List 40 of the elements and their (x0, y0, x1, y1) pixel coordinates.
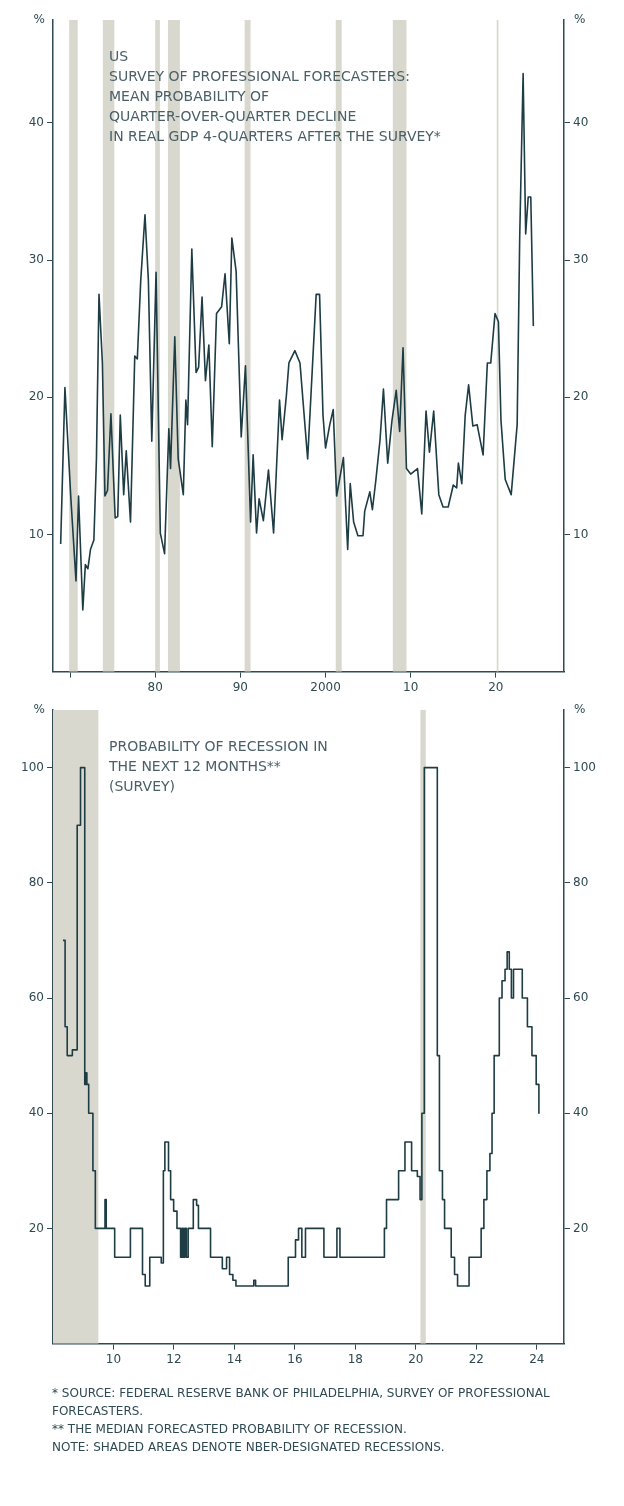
y-tick-label: 10 (28, 526, 44, 541)
x-tick-label: 24 (529, 1351, 545, 1366)
y2-tick-label: 40 (573, 1105, 589, 1120)
x-tick-label: 2000 (310, 679, 341, 694)
y-tick-label: 20 (28, 1220, 44, 1235)
y2-tick-label: 100 (573, 759, 596, 774)
text: * SOURCE: FEDERAL RESERVE BANK OF PHILADELPHIA, SURVEY OF PROFESSIONAL FORECASTERS. (52, 1385, 551, 1420)
x-tick-label: 14 (226, 1351, 243, 1366)
y2-tick-label: 20 (573, 389, 589, 404)
x-tick-label: 22 (468, 1351, 484, 1366)
y-tick-label: 40 (28, 115, 44, 130)
y2-tick-label: 60 (573, 990, 589, 1005)
y-tick-label: 80 (28, 874, 44, 889)
text: US SURVEY OF PROFESSIONAL FORECASTERS: MEAN PROBABILITY OF QUARTER-OVER-QUARTER DECLINE IN REAL GDP 4-QUARTERS AFTER THE SURVEY* (109, 47, 441, 144)
y2-tick-label: 10 (573, 526, 589, 541)
text: PROBABILITY OF RECESSION IN THE NEXT 12 MONTHS** (SURVEY) (108, 737, 328, 794)
y2-tick-label: 40 (573, 115, 589, 130)
text: ** THE MEDIAN FORECASTED PROBABILITY OF RECESSION. (52, 1421, 408, 1438)
y2-tick-label: 80 (573, 874, 589, 889)
x-tick-label: 90 (232, 679, 249, 694)
y2-axis-title: % (574, 12, 586, 27)
text: NOTE: SHADED AREAS DENOTE NBER-DESIGNATED RECESSIONS. (52, 1439, 446, 1456)
x-tick-label: 12 (166, 1351, 182, 1366)
x-tick-label: 80 (147, 679, 163, 694)
y-axis-title: % (33, 702, 45, 717)
y2-axis-title: % (574, 702, 586, 717)
y2-tick-label: 20 (573, 1220, 589, 1235)
y-tick-label: 20 (28, 389, 44, 404)
x-tick-label: 20 (408, 1351, 424, 1366)
y-axis-title: % (33, 12, 45, 27)
x-tick-label: 16 (287, 1351, 303, 1366)
y-tick-label: 100 (21, 759, 44, 774)
y-tick-label: 60 (28, 990, 44, 1005)
x-tick-label: 18 (347, 1351, 364, 1366)
x-tick-label: 20 (488, 679, 504, 694)
x-tick-label: 10 (403, 679, 419, 694)
y-tick-label: 30 (28, 252, 44, 267)
y2-tick-label: 30 (573, 252, 589, 267)
y-tick-label: 40 (28, 1105, 44, 1120)
x-tick-label: 10 (105, 1351, 122, 1366)
